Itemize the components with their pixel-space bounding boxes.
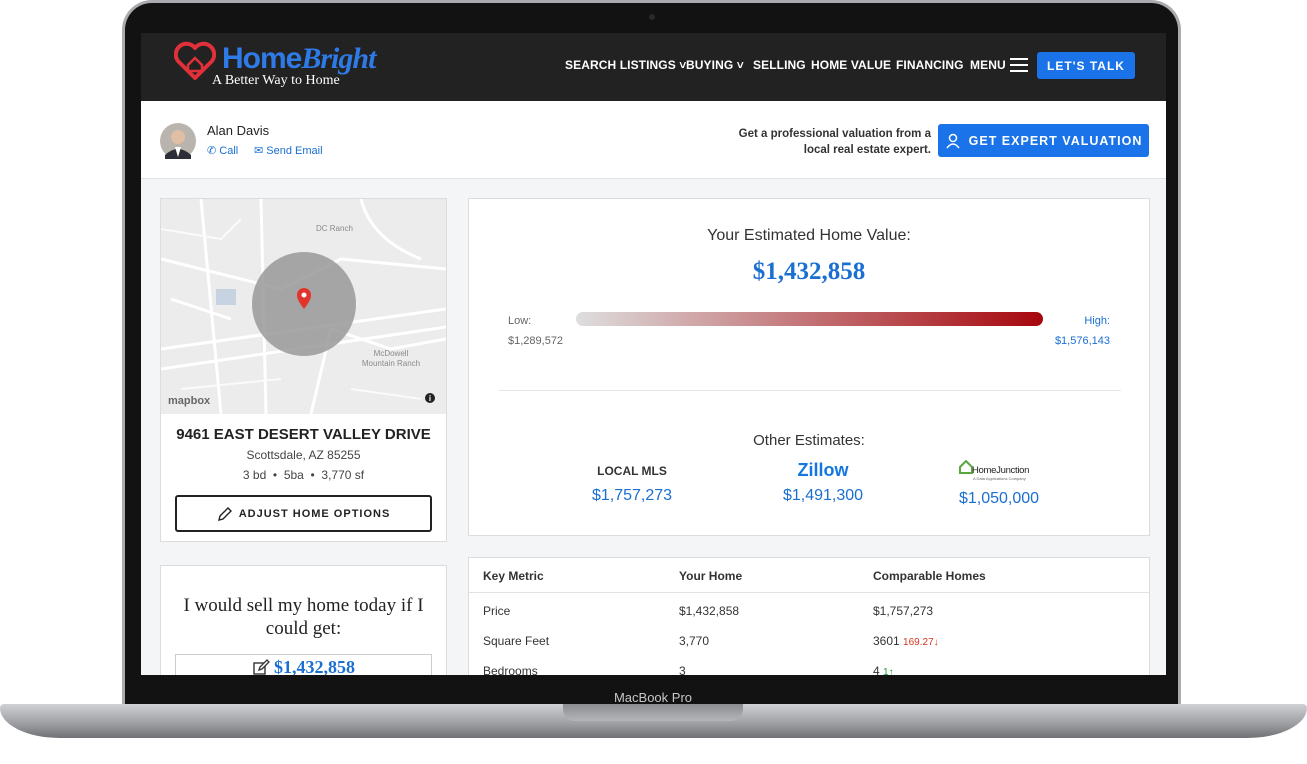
button-label: ADJUST HOME OPTIONS — [238, 507, 391, 520]
property-city: Scottsdale, AZ 85255 — [246, 448, 361, 462]
screen: HomeBright A Better Way to Home SEARCH L… — [141, 33, 1166, 675]
pitch-line: local real estate expert. — [803, 144, 931, 156]
cell: Price — [483, 604, 511, 618]
pitch-line: Get a professional valuation from a — [738, 128, 931, 140]
edit-icon — [253, 659, 270, 675]
nav-menu[interactable]: MENU — [970, 58, 1006, 72]
camera — [649, 14, 655, 20]
metrics-table: Key Metric Your Home Comparable Homes Pr… — [468, 557, 1150, 675]
header-rule — [469, 592, 1149, 593]
mls-logo: LOCAL MLS — [597, 464, 667, 478]
person-icon — [946, 133, 960, 148]
call-link[interactable]: ✆ Call — [207, 145, 239, 157]
cell: 3,770 — [679, 634, 710, 648]
high-value: $1,576,143 — [1054, 335, 1110, 347]
offer-input[interactable]: $1,432,858 — [175, 654, 432, 675]
email-label: Send Email — [266, 145, 323, 157]
cell: 4 1↑ — [873, 664, 894, 675]
brand-bright: Bright — [301, 42, 376, 75]
expert-valuation-button[interactable]: GET EXPERT VALUATION — [938, 124, 1149, 157]
logo-icon — [174, 41, 216, 80]
map-attribution: mapbox — [168, 395, 211, 407]
low-label: Low: — [508, 315, 532, 327]
prompt-line: could get: — [265, 618, 342, 639]
cell: $1,757,273 — [873, 604, 934, 618]
homejunction-icon — [959, 460, 973, 474]
delta-up: 1↑ — [883, 667, 894, 675]
nav-label: BUYING — [686, 58, 734, 72]
cell: Square Feet — [483, 634, 550, 648]
map[interactable]: i — [161, 199, 446, 414]
agent-bar: Alan Davis ✆ Call ✉ Send Email Get a pro… — [141, 101, 1166, 179]
table-header: Key Metric — [483, 569, 544, 583]
cell: Bedrooms — [483, 664, 538, 675]
detail: 3,770 sf — [321, 468, 365, 482]
map-label: McDowell Mountain Ranch — [341, 349, 441, 369]
cell-value: 3601 — [873, 634, 900, 648]
lets-talk-button[interactable]: LET'S TALK — [1037, 52, 1135, 79]
agent-name: Alan Davis — [207, 123, 270, 138]
zillow-logo: Zillow — [797, 460, 849, 480]
estimate-title: Your Estimated Home Value: — [707, 227, 911, 244]
brand[interactable]: HomeBright — [222, 42, 376, 76]
homejunction-logo: HomeJunction — [972, 465, 1030, 476]
site-header: HomeBright A Better Way to Home SEARCH L… — [141, 33, 1166, 101]
cell-value: 4 — [873, 664, 880, 675]
hamburger-icon[interactable] — [1010, 58, 1028, 72]
cell: $1,432,858 — [679, 604, 740, 618]
pencil-icon — [217, 506, 232, 521]
offer-value: $1,432,858 — [274, 657, 355, 675]
nav-home-value[interactable]: HOME VALUE — [811, 58, 892, 72]
email-link[interactable]: ✉ Send Email — [254, 145, 323, 157]
map-label-line: Mountain Ranch — [361, 359, 421, 368]
brand-home: Home — [222, 42, 302, 75]
divider — [499, 390, 1121, 391]
button-label: GET EXPERT VALUATION — [968, 133, 1143, 148]
estimate-value: $1,432,858 — [752, 258, 866, 285]
range-bar — [576, 312, 1043, 326]
homejunction-tagline: A Data Applications Company — [973, 476, 1026, 481]
detail: 5ba — [283, 468, 304, 482]
nav-label: SEARCH LISTINGS — [565, 58, 676, 72]
agent-avatar — [160, 123, 196, 159]
estimate-card: Your Estimated Home Value: $1,432,858 Lo… — [468, 198, 1150, 536]
high-label: High: — [1084, 315, 1110, 327]
delta-value: 1 — [883, 667, 889, 675]
zillow-value: $1,491,300 — [782, 487, 864, 504]
cell: 3601 169.27↓ — [873, 634, 939, 648]
property-details: 3 bd • 5ba • 3,770 sf — [242, 468, 365, 482]
property-card: i DC Ranch McDowell Mountain Ranch mapbox… — [160, 198, 447, 542]
map-label: DC Ranch — [316, 224, 353, 233]
detail: 3 bd — [242, 468, 267, 482]
adjust-options-button[interactable]: ADJUST HOME OPTIONS — [175, 495, 432, 532]
low-value: $1,289,572 — [508, 335, 564, 347]
svg-text:i: i — [429, 394, 431, 403]
map-label-line: McDowell — [373, 349, 409, 358]
laptop-notch — [563, 704, 743, 721]
tagline: A Better Way to Home — [212, 73, 340, 88]
table-header: Comparable Homes — [873, 569, 986, 583]
delta-value: 169.27 — [903, 637, 934, 648]
prompt-line: I would sell my home today if I — [183, 595, 424, 616]
nav-selling[interactable]: SELLING — [753, 58, 806, 72]
property-address: 9461 EAST DESERT VALLEY DRIVE — [176, 426, 431, 443]
mls-value: $1,757,273 — [591, 487, 673, 504]
device-label: MacBook Pro — [613, 690, 693, 705]
nav-financing[interactable]: FINANCING — [896, 58, 964, 72]
call-label: Call — [219, 145, 239, 157]
cell: 3 — [679, 664, 686, 675]
delta-down: 169.27↓ — [903, 637, 939, 648]
homejunction-value: $1,050,000 — [958, 490, 1040, 507]
nav-buying[interactable]: BUYING ˅ — [686, 58, 744, 72]
others-title: Other Estimates: — [753, 432, 865, 449]
nav-search[interactable]: SEARCH LISTINGS ˅ — [565, 58, 687, 72]
agent-pitch: Get a professional valuation from a local… — [681, 126, 931, 158]
table-header: Your Home — [679, 569, 743, 583]
